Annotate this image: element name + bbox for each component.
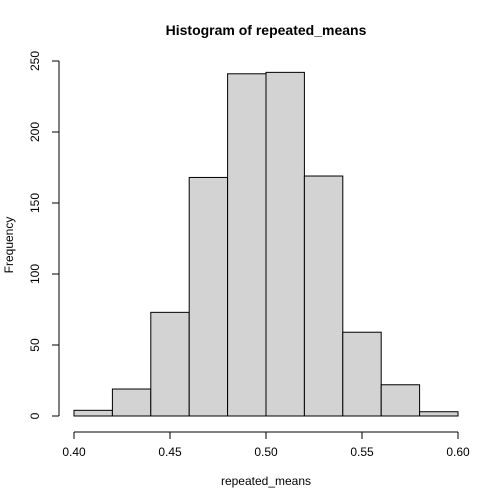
- y-tick-label: 50: [28, 338, 42, 352]
- y-tick-label: 150: [28, 193, 42, 213]
- y-tick-label: 200: [28, 122, 42, 142]
- histogram-bar: [188, 176, 229, 417]
- histogram-bar: [265, 71, 305, 417]
- y-axis: 0 50 100 150 200 250: [28, 51, 60, 419]
- histogram-bar: [419, 411, 459, 417]
- bars-group: [73, 71, 459, 417]
- chart-title: Histogram of repeated_means: [166, 22, 367, 38]
- x-tick-label: 0.45: [158, 445, 182, 459]
- x-tick-label: 0.50: [254, 445, 278, 459]
- x-tick-label: 0.40: [62, 445, 86, 459]
- histogram-bar: [111, 388, 152, 417]
- x-axis: 0.40 0.45 0.50 0.55 0.60: [62, 431, 470, 459]
- histogram-bar: [380, 384, 421, 417]
- histogram-bar: [150, 311, 190, 417]
- y-tick-label: 100: [28, 264, 42, 284]
- histogram-bar: [227, 73, 267, 417]
- x-tick-label: 0.55: [350, 445, 374, 459]
- y-tick-label: 0: [28, 412, 42, 419]
- histogram-bar: [342, 331, 382, 417]
- x-tick-label: 0.60: [446, 445, 470, 459]
- y-axis-label: Frequency: [2, 217, 16, 274]
- x-axis-label: repeated_means: [221, 474, 311, 488]
- histogram-bar: [303, 175, 344, 417]
- y-tick-label: 250: [28, 51, 42, 71]
- histogram-bar: [73, 409, 113, 417]
